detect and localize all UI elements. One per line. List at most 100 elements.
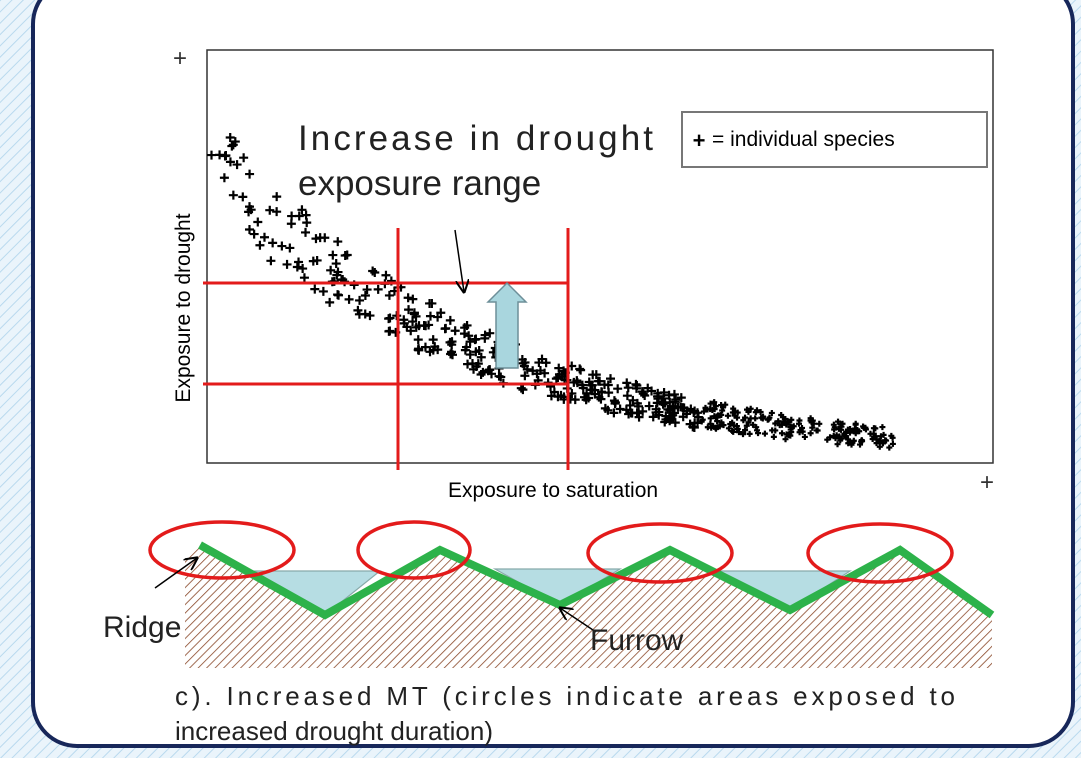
scatter-point (846, 429, 853, 436)
scatter-point (447, 350, 457, 360)
scatter-point (873, 440, 880, 447)
scatter-point (230, 137, 240, 147)
scatter-point (745, 408, 752, 415)
scatter-point (670, 418, 680, 428)
scatter-point (253, 217, 263, 227)
scatter-point (665, 412, 675, 422)
scatter-point (882, 437, 889, 444)
scatter-point (413, 335, 423, 345)
scatter-point (310, 284, 320, 294)
scatter-point (463, 359, 473, 369)
scatter-point (808, 419, 815, 426)
scatter-point (244, 225, 254, 235)
scatter-point (588, 370, 598, 380)
drought-circles (148, 520, 954, 584)
scatter-point (788, 424, 795, 431)
scatter-point (830, 421, 837, 428)
scatter-point (682, 406, 692, 416)
scatter-point (711, 406, 718, 413)
scatter-point (353, 305, 363, 315)
scatter-point (816, 420, 823, 427)
scatter-point (634, 412, 644, 422)
scatter-point (328, 250, 338, 260)
pointer-arrow (454, 229, 464, 292)
scatter-point (528, 366, 538, 376)
scatter-point (734, 414, 741, 421)
scatter-point (606, 374, 616, 384)
scatter-point (846, 438, 853, 445)
scatter-point (870, 425, 877, 432)
scatter-point (710, 400, 717, 407)
scatter-point (474, 345, 484, 355)
scatter-point (340, 251, 350, 260)
furrow-label: Furrow (590, 624, 684, 657)
scatter-point (239, 153, 249, 163)
scatter-point (787, 432, 794, 439)
scatter-point (700, 408, 707, 415)
annotation: exposure range (298, 164, 541, 203)
scatter-point (484, 365, 494, 375)
axis-marker: + (980, 469, 994, 496)
scatter-point (297, 205, 307, 215)
scatter-point (610, 397, 620, 407)
scatter-point (747, 415, 754, 422)
scatter-point (735, 429, 742, 436)
scatter-point (308, 256, 318, 266)
scatter-point (228, 190, 238, 200)
scatter-point (436, 308, 446, 318)
scatter-point (465, 337, 475, 347)
scatter-point (640, 390, 650, 400)
panel (31, 0, 1075, 748)
scatter-point (428, 335, 438, 345)
scatter-point (740, 431, 747, 438)
scatter-point (809, 424, 816, 431)
legend-label: = individual species (712, 128, 895, 151)
scatter-point (644, 401, 654, 411)
legend-symbol: + (693, 128, 706, 153)
scatter-point (471, 334, 481, 344)
scatter-point (879, 424, 886, 431)
scatter-point (427, 298, 437, 308)
scatter-point (876, 443, 883, 450)
scatter-point (707, 415, 714, 422)
scatter-point (627, 408, 637, 418)
scatter-point (841, 432, 848, 439)
scatter-point (285, 243, 295, 253)
scatter-point (595, 376, 605, 386)
scatter-point (708, 424, 715, 431)
scatter-point (835, 425, 842, 432)
scatter-point (298, 264, 308, 274)
scatter-point (292, 262, 302, 272)
scatter-point (832, 435, 839, 442)
scatter-point (768, 409, 775, 416)
scatter-point (282, 259, 292, 269)
scatter-point (730, 428, 737, 435)
scatter-point (888, 432, 895, 439)
scatter-point (653, 391, 663, 401)
plot-frame (206, 49, 994, 464)
scatter-point (724, 412, 731, 419)
scatter-point (669, 389, 679, 399)
scatter-point (238, 192, 248, 202)
scatter-point (658, 399, 668, 409)
scatter-point (259, 232, 269, 242)
scatter-point (518, 385, 528, 395)
scatter-point (333, 237, 343, 247)
scatter-point (720, 422, 727, 429)
scatter-point (889, 440, 896, 447)
scatter-point (628, 395, 638, 405)
scatter-point (801, 433, 808, 440)
scatter-point (757, 409, 764, 416)
scatter-point (294, 211, 304, 221)
legend-box (681, 111, 988, 168)
x-axis-label: Exposure to saturation (448, 479, 658, 502)
scatter-point (325, 297, 335, 307)
scatter-point (712, 414, 719, 421)
scatter-point (690, 406, 700, 416)
scatter-point (572, 376, 582, 386)
scatter-point (781, 418, 788, 425)
scatter-point (411, 322, 421, 332)
scatter-point (360, 291, 370, 301)
scatter-point (465, 350, 475, 360)
